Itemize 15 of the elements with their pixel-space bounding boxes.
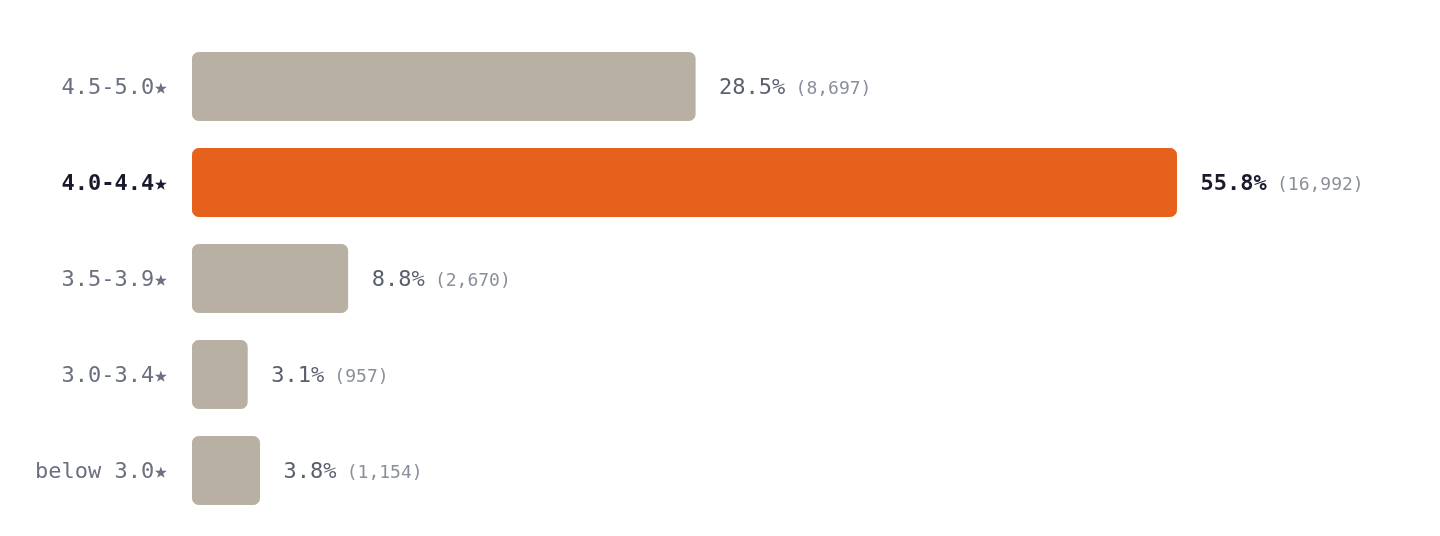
data-label: 28.5% (8,697) (719, 74, 872, 99)
y-tick-label: below 3.0★ (35, 458, 168, 483)
bar (192, 340, 248, 409)
y-tick-label: 3.5-3.9★ (61, 266, 168, 291)
bar (192, 436, 261, 505)
data-label: 55.8% (16,992) (1200, 170, 1364, 195)
data-label: 8.8% (2,670) (371, 266, 511, 291)
y-tick-label: 4.5-5.0★ (61, 74, 168, 99)
y-tick-label: 4.0-4.4★ (61, 170, 168, 195)
bar (192, 244, 349, 313)
bar (192, 52, 696, 121)
y-tick-label: 3.0-3.4★ (61, 362, 168, 387)
data-label: 3.8% (1,154) (283, 458, 423, 483)
bar (192, 148, 1177, 217)
data-label: 3.1% (957) (271, 362, 389, 387)
